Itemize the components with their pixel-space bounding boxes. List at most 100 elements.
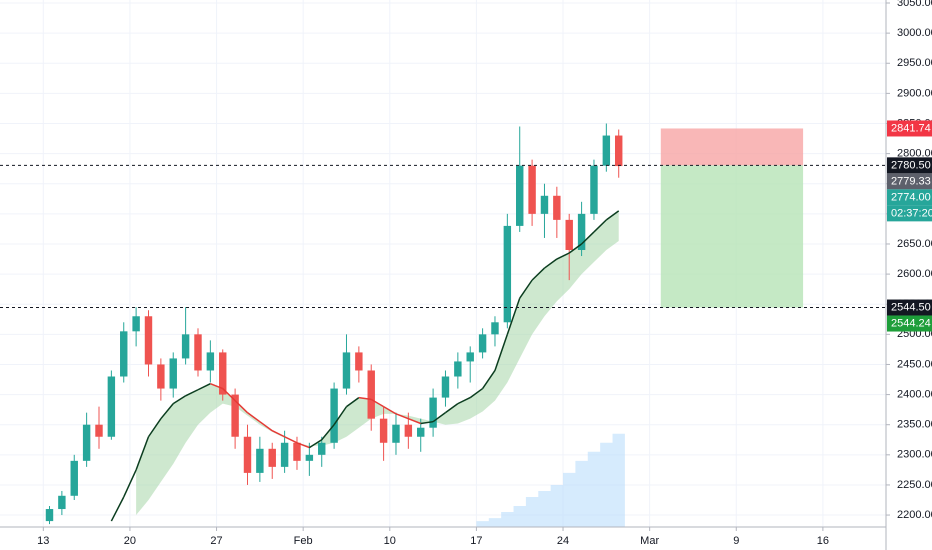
- candle-body: [404, 424, 413, 437]
- candle-body: [602, 135, 611, 166]
- ma-line: [581, 231, 595, 245]
- candle-body: [268, 448, 276, 467]
- ma-line: [308, 439, 323, 449]
- candle-body: [441, 376, 450, 398]
- candle-body: [491, 322, 499, 335]
- y-tick-label: 2200.00: [897, 509, 932, 521]
- ma-line: [531, 267, 545, 281]
- candle-body: [516, 165, 524, 226]
- ma-line: [222, 388, 236, 402]
- ma-line: [370, 398, 384, 408]
- ma-line: [519, 279, 533, 299]
- candle-body: [528, 165, 536, 214]
- ma-line: [432, 412, 446, 423]
- y-tick-label: 2450.00: [897, 358, 932, 370]
- indicator-area: [476, 433, 625, 527]
- candle-body: [429, 397, 437, 428]
- y-tick-label: 2400.00: [897, 388, 932, 400]
- ma-line: [247, 412, 261, 423]
- ma-line: [383, 405, 397, 415]
- candle-body: [454, 361, 462, 377]
- y-tick-label: 3000.00: [897, 27, 932, 39]
- ma-line: [333, 406, 348, 426]
- candle-body: [256, 448, 264, 473]
- ma-line: [544, 258, 558, 269]
- y-tick-label: 2600.00: [897, 268, 932, 280]
- ma-line: [481, 370, 496, 389]
- ma-line: [469, 387, 484, 399]
- candle-body: [293, 442, 301, 461]
- plot: [0, 123, 886, 527]
- candle-body: [157, 364, 165, 389]
- candle-body: [120, 331, 128, 377]
- candle-body: [553, 195, 561, 220]
- candle-body: [194, 334, 202, 371]
- ma-line: [123, 469, 137, 498]
- x-tick-label: Feb: [294, 535, 313, 547]
- candle-body: [367, 370, 375, 419]
- ma-line: [110, 496, 125, 522]
- y-tick-label: 2800.00: [897, 148, 932, 160]
- ma-line: [271, 430, 285, 438]
- candle-body: [206, 352, 215, 371]
- price-label-bg: [887, 173, 932, 190]
- candle-body: [70, 460, 78, 496]
- ma-line: [346, 396, 360, 408]
- candle-body: [565, 219, 573, 250]
- price-label: 2780.50: [891, 159, 931, 171]
- ma-line: [172, 395, 187, 405]
- price-label-bg: [887, 315, 932, 332]
- x-tick-label: 20: [124, 535, 136, 547]
- x-tick-label: Mar: [640, 535, 659, 547]
- ma-line: [593, 219, 607, 233]
- ma-line: [259, 421, 273, 432]
- candle-body: [392, 424, 400, 443]
- candle-body: [219, 352, 227, 395]
- x-tick-label: 27: [210, 535, 222, 547]
- price-label-bg: [887, 189, 932, 206]
- ma-line: [494, 334, 509, 371]
- candle-body: [540, 195, 549, 214]
- y-tick-label: 2950.00: [897, 57, 932, 69]
- price-label-bg: [887, 299, 932, 316]
- candle-body: [615, 135, 623, 167]
- candle-body: [169, 358, 177, 389]
- candle-body: [243, 436, 252, 473]
- ma-line: [457, 396, 471, 405]
- x-tick-label: 17: [470, 535, 482, 547]
- ma-line: [395, 413, 409, 420]
- y-tick-label: 3050.00: [897, 0, 932, 9]
- price-label: 2779.33: [891, 175, 931, 187]
- ma-line: [296, 442, 310, 449]
- candle-body: [181, 334, 190, 359]
- candle-body: [132, 316, 140, 332]
- y-tick-label: 2650.00: [897, 238, 932, 250]
- x-tick-label: 13: [37, 535, 49, 547]
- stop-zone: [660, 128, 804, 166]
- countdown: 02:37:20: [891, 207, 932, 219]
- ma-line: [321, 424, 335, 441]
- price-label: 2841.74: [891, 122, 931, 134]
- price-label: 2774.00: [891, 191, 931, 203]
- ma-line: [358, 396, 372, 401]
- ma-line: [284, 436, 298, 444]
- ma-line: [197, 383, 211, 391]
- y-tick-label: 2300.00: [897, 449, 932, 461]
- candle-body: [231, 394, 239, 437]
- countdown-bg: [887, 205, 932, 222]
- ma-line: [135, 436, 150, 471]
- ma-line: [160, 403, 174, 420]
- axis: 2200.00 2250.00 2300.00 2350.00 2400.00 2450.…: [37, 0, 932, 547]
- candle-body: [305, 454, 314, 461]
- candle-body: [590, 165, 598, 214]
- candle-body: [503, 225, 512, 323]
- ma-line: [185, 389, 199, 397]
- candle-body: [478, 334, 487, 353]
- ma-line: [408, 417, 421, 425]
- price-label: 2544.50: [891, 301, 931, 313]
- price-label-bg: [887, 157, 932, 174]
- x-tick-label: 16: [817, 535, 829, 547]
- candle-body: [280, 442, 289, 467]
